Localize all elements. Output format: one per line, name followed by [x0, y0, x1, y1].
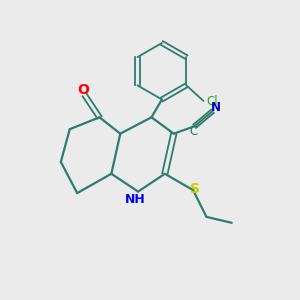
Text: Cl: Cl [206, 95, 218, 108]
Text: O: O [77, 83, 89, 97]
Text: S: S [190, 182, 200, 196]
Text: N: N [211, 101, 221, 114]
Text: NH: NH [125, 194, 146, 206]
Text: C: C [189, 125, 197, 138]
